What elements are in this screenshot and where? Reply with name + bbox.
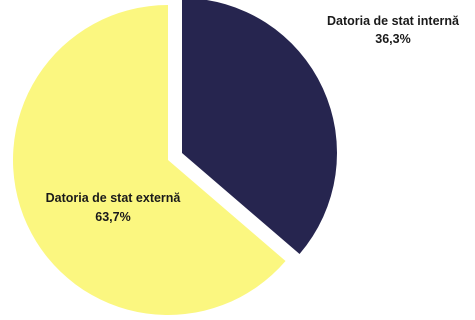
slice-label-external-value: 63,7% — [95, 210, 130, 224]
slice-label-internal-value: 36,3% — [375, 32, 410, 46]
label-group-external: Datoria de stat externă 63,7% — [46, 191, 182, 224]
label-group-internal: Datoria de stat internă 36,3% — [327, 14, 460, 46]
slice-label-internal-name: Datoria de stat internă — [327, 14, 460, 28]
pie-slices — [13, 0, 337, 316]
pie-slice-external — [13, 5, 286, 316]
pie-slice-internal — [182, 0, 337, 255]
slice-label-external-name: Datoria de stat externă — [46, 191, 182, 205]
